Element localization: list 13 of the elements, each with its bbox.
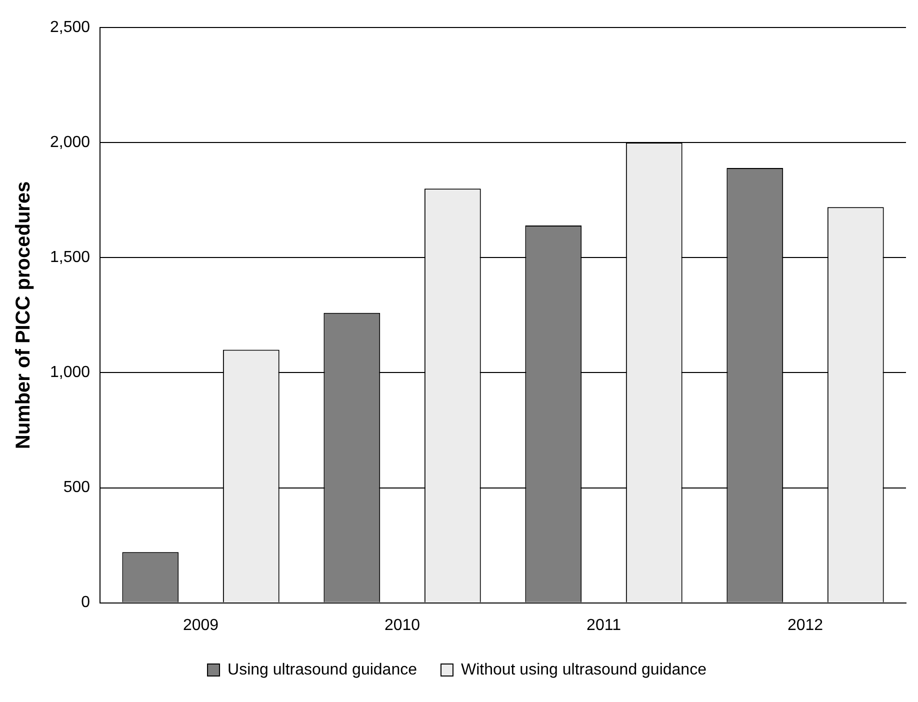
y-tick-label: 500 (63, 479, 90, 496)
y-tick-label: 1,500 (50, 249, 90, 266)
x-tick-label: 2009 (182, 616, 219, 634)
y-tick-label: 0 (81, 594, 90, 612)
y-tick-label: 2,500 (50, 19, 90, 36)
legend-label: Using ultrasound guidance (228, 661, 418, 678)
y-axis-title: Number of PICC procedures (12, 181, 35, 450)
x-tick-label: 2011 (586, 616, 622, 634)
x-tick-label: 2010 (384, 616, 420, 634)
y-tick-label: 2,000 (50, 134, 90, 152)
x-tick-label: 2012 (787, 616, 824, 634)
legend-label: Without using ultrasound guidance (460, 661, 707, 678)
y-tick-label: 1,000 (50, 364, 90, 382)
